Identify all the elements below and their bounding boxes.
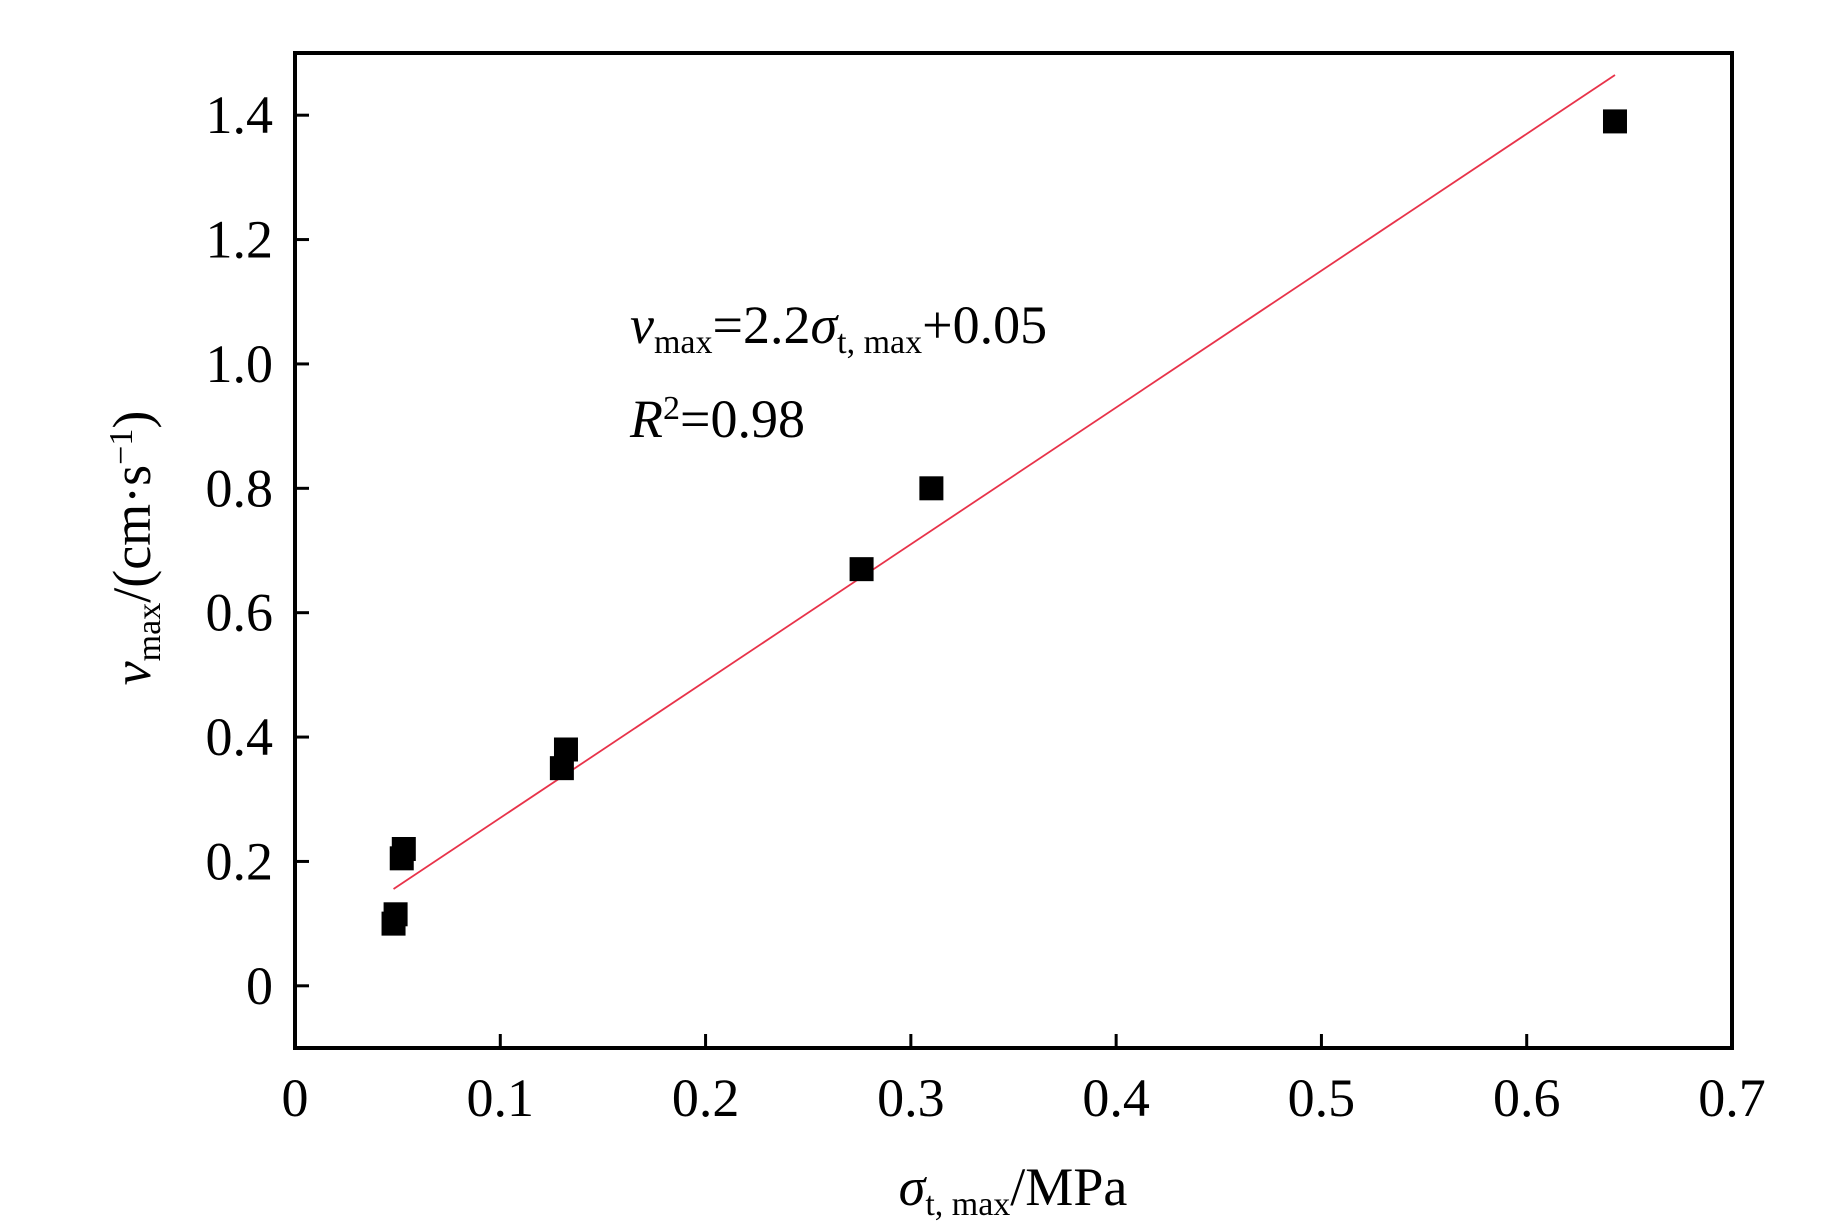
data-point	[1602, 109, 1627, 134]
y-tick-label: 0.2	[206, 831, 274, 891]
fit-equation: vmax=2.2σt, max+0.05	[630, 295, 1047, 361]
x-axis-label: σt, max/MPa	[899, 1157, 1128, 1223]
y-tick-label: 1.2	[206, 210, 274, 270]
data-point	[919, 476, 944, 501]
x-tick-label: 0.1	[467, 1068, 535, 1128]
x-tick-label: 0	[282, 1068, 309, 1128]
y-tick-label: 0.4	[206, 707, 274, 767]
data-point	[849, 557, 874, 582]
y-tick-label: 1.0	[206, 334, 274, 394]
x-tick-label: 0.6	[1493, 1068, 1561, 1128]
y-tick-label: 0.6	[206, 583, 274, 643]
x-tick-label: 0.4	[1082, 1068, 1150, 1128]
y-tick-label: 0.8	[206, 458, 274, 518]
y-tick-label: 1.4	[206, 85, 274, 145]
r-squared: R2=0.98	[629, 389, 805, 449]
x-axis-ticks: 0 0.1 0.2 0.3 0.4 0.5 0.6 0.7	[282, 1034, 1766, 1128]
y-axis-ticks: 0 0.2 0.4 0.6 0.8 1.0 1.2 1.4	[206, 85, 309, 1016]
y-tick-label: 0	[246, 956, 273, 1016]
data-point	[391, 837, 416, 861]
data-point	[553, 737, 578, 762]
x-tick-label: 0.2	[672, 1068, 740, 1128]
x-tick-label: 0.5	[1288, 1068, 1356, 1128]
fit-line	[393, 74, 1616, 890]
data-point	[383, 902, 408, 927]
y-axis-label: vmax/(cm·s−1)	[102, 411, 168, 686]
fit-line-layer	[393, 74, 1616, 890]
data-points	[381, 109, 1627, 936]
x-tick-label: 0.3	[877, 1068, 945, 1128]
x-tick-label: 0.7	[1698, 1068, 1766, 1128]
plot-frame	[293, 51, 1734, 1050]
